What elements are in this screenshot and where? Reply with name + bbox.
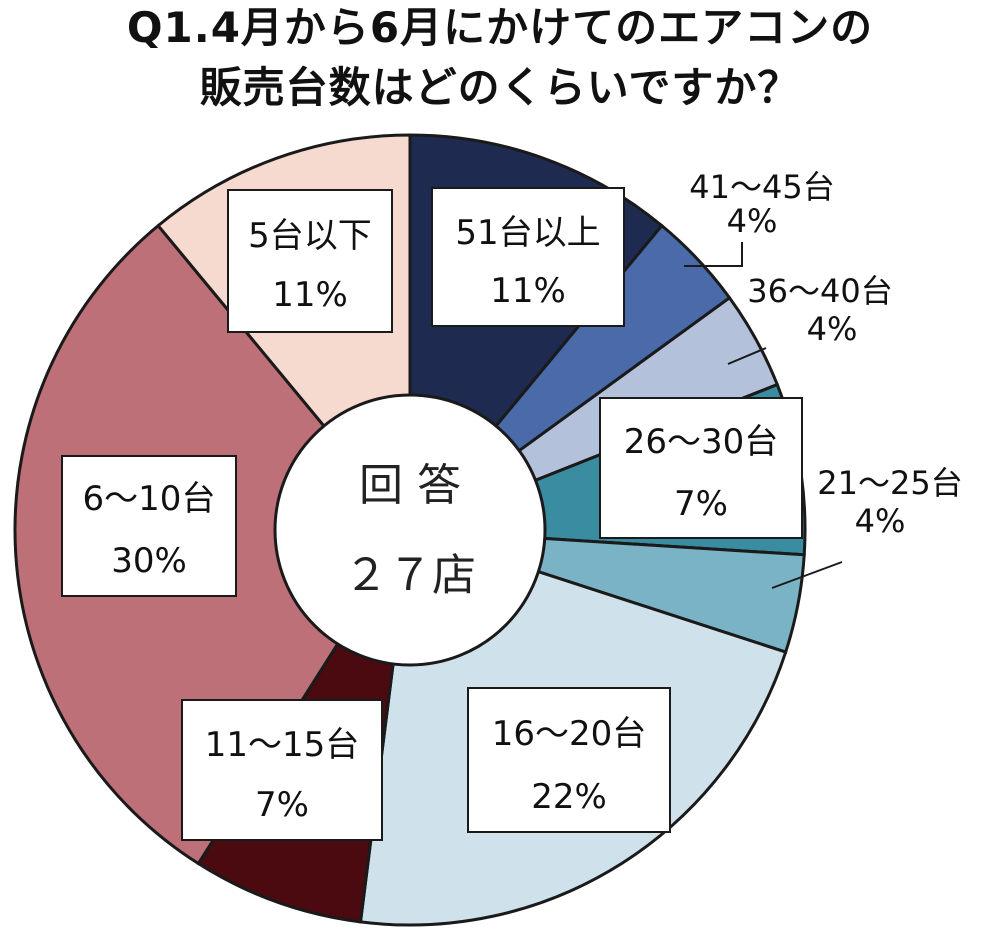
label-category: 6～10台: [83, 479, 216, 519]
leader-line: [684, 242, 743, 267]
chart-title-line2: 販売台数はどのくらいですか？: [199, 63, 801, 112]
label-percent: 4%: [855, 502, 906, 540]
label-category: 41～45台: [689, 168, 834, 206]
label-box-16-20: 16～20台 22%: [467, 687, 671, 833]
donut-hole: [273, 393, 547, 667]
label-box-51-or-more: 51台以上 11%: [431, 187, 625, 327]
label-percent: 7%: [674, 484, 728, 524]
label-percent: 11%: [272, 275, 348, 315]
label-box-11-15: 11～15台 7%: [181, 699, 383, 841]
label-category: 16～20台: [492, 714, 647, 754]
label-category: 36～40台: [747, 272, 892, 310]
label-box-5-or-less: 5台以下 11%: [227, 189, 393, 333]
label-percent: 11%: [490, 271, 566, 311]
center-line2: ２７店: [344, 550, 476, 601]
label-category: 51台以上: [455, 213, 600, 253]
outside-label-36-40: 36～40台 4%: [727, 272, 893, 365]
label-percent: 7%: [255, 785, 309, 825]
label-category: 26～30台: [624, 422, 779, 462]
label-percent: 4%: [807, 310, 858, 348]
leader-line: [727, 347, 767, 365]
label-percent: 22%: [531, 777, 607, 817]
label-box-26-30: 26～30台 7%: [599, 397, 803, 539]
label-percent: 30%: [111, 541, 187, 581]
label-category: 21～25台: [817, 464, 962, 502]
outside-label-41-45: 41～45台 4%: [684, 168, 835, 267]
label-box-6-10: 6～10台 30%: [61, 455, 237, 597]
leader-line: [771, 561, 843, 589]
label-category: 11～15台: [205, 725, 360, 765]
outside-label-21-25: 21～25台 4%: [771, 464, 963, 589]
label-category: 5台以下: [248, 216, 372, 256]
center-line1: 回 答: [359, 460, 461, 511]
chart-title-line1: Q1.4月から6月にかけてのエアコンの: [126, 3, 874, 52]
label-percent: 4%: [727, 202, 778, 240]
